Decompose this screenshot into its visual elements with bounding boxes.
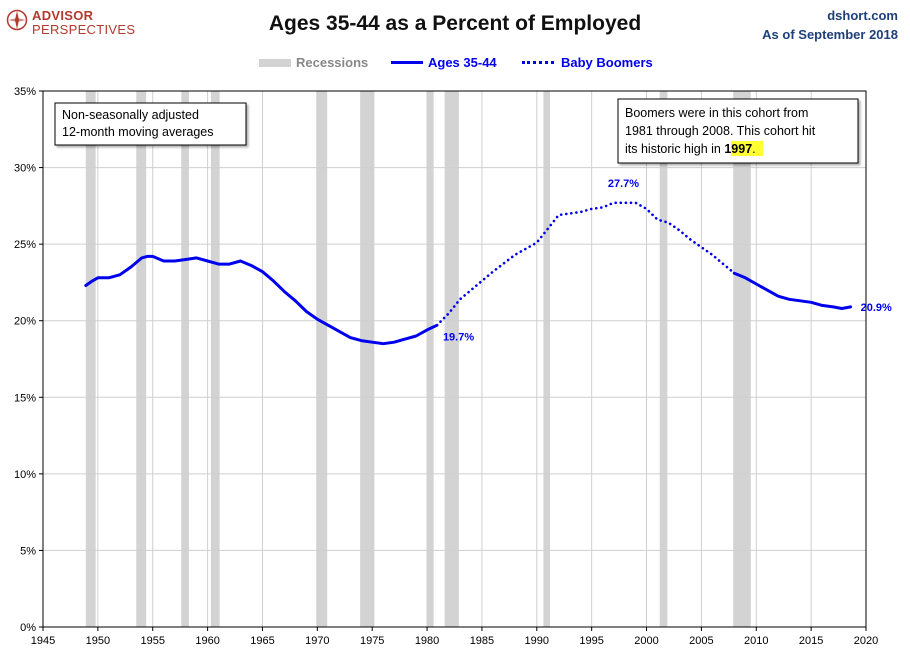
note-right-line2: 1981 through 2008. This cohort hit — [625, 124, 816, 138]
note-right-line3-pre: its historic high in — [625, 142, 724, 156]
as-of-label: As of September 2018 — [762, 27, 898, 42]
x-tick-label: 1985 — [470, 635, 494, 647]
x-tick-label: 1975 — [360, 635, 384, 647]
recession-band — [85, 91, 96, 627]
recession-band — [543, 91, 550, 627]
note-right-line3-year: 1997 — [724, 142, 752, 156]
note-left-line2: 12-month moving averages — [62, 125, 213, 139]
note-left-line1: Non-seasonally adjusted — [62, 108, 199, 122]
data-label: 20.9% — [861, 302, 892, 314]
legend-ages-swatch — [391, 61, 423, 64]
legend-ages-label: Ages 35-44 — [428, 55, 497, 70]
x-tick-label: 1945 — [31, 635, 55, 647]
logo-line2: PERSPECTIVES — [32, 22, 136, 37]
recession-band — [316, 91, 328, 627]
x-tick-label: 1955 — [140, 635, 164, 647]
recession-band — [659, 91, 668, 627]
legend-boomers-swatch — [522, 61, 554, 64]
recession-bands — [85, 91, 751, 627]
note-left: Non-seasonally adjusted 12-month moving … — [54, 102, 247, 146]
x-tick-label: 2000 — [634, 635, 658, 647]
x-tick-label: 2010 — [744, 635, 768, 647]
recession-band — [210, 91, 220, 627]
x-tick-label: 1965 — [250, 635, 274, 647]
x-tick-label: 1950 — [86, 635, 110, 647]
series-lines — [84, 201, 853, 346]
data-label: 27.7% — [608, 178, 639, 190]
chart-title: Ages 35-44 as a Percent of Employed — [268, 12, 642, 35]
y-tick-label: 35% — [14, 86, 36, 98]
note-right-line1: Boomers were in this cohort from — [625, 106, 808, 120]
y-tick-label: 20% — [14, 316, 36, 328]
compass-icon — [6, 9, 28, 31]
y-tick-label: 30% — [14, 163, 36, 175]
y-tick-label: 25% — [14, 239, 36, 251]
x-tick-label: 1970 — [305, 635, 329, 647]
x-tick-label: 1990 — [525, 635, 549, 647]
note-right-line3: its historic high in 1997. — [625, 142, 756, 156]
recession-band — [444, 91, 459, 627]
plot-area-border — [42, 90, 867, 628]
advisor-perspectives-logo: ADVISOR PERSPECTIVES — [6, 6, 146, 40]
legend-recessions-label: Recessions — [296, 55, 369, 70]
x-tick-label: 2020 — [854, 635, 878, 647]
ages-35-44-line-1 — [84, 254, 439, 346]
gridlines — [43, 91, 866, 627]
y-tick-label: 10% — [14, 469, 36, 481]
x-tick-label: 1995 — [579, 635, 603, 647]
x-axis: 1945 1950 1955 1960 1965 1970 1975 1980 1985 1990… — [31, 627, 878, 647]
year-highlight — [731, 141, 763, 156]
baby-boomers-line — [435, 201, 736, 327]
legend: Recessions Ages 35-44 Baby Boomers — [0, 55, 910, 71]
recession-band — [427, 91, 434, 627]
y-axis: 0% 5% 10% 15% 20% 25% 30% 35% — [14, 86, 43, 634]
recession-band — [360, 91, 375, 627]
legend-recessions-swatch — [259, 59, 291, 67]
y-tick-label: 0% — [20, 622, 36, 634]
data-label: 19.7% — [443, 331, 474, 343]
recession-band — [181, 91, 189, 627]
ages-35-44-line-3 — [732, 271, 853, 310]
data-labels: 19.7% 27.7% 20.9% — [443, 178, 892, 344]
x-tick-label: 2015 — [799, 635, 823, 647]
x-tick-label: 1980 — [415, 635, 439, 647]
y-tick-label: 5% — [20, 545, 36, 557]
source-label: dshort.com — [827, 8, 898, 23]
legend-boomers-label: Baby Boomers — [561, 55, 653, 70]
x-tick-label: 1960 — [195, 635, 219, 647]
note-right-line3-post: . — [752, 142, 755, 156]
recession-band — [733, 91, 751, 627]
y-tick-label: 15% — [14, 392, 36, 404]
logo-line1: ADVISOR — [32, 8, 94, 23]
x-tick-label: 2005 — [689, 635, 713, 647]
note-right: Boomers were in this cohort from 1981 th… — [617, 98, 859, 164]
recession-band — [136, 91, 147, 627]
